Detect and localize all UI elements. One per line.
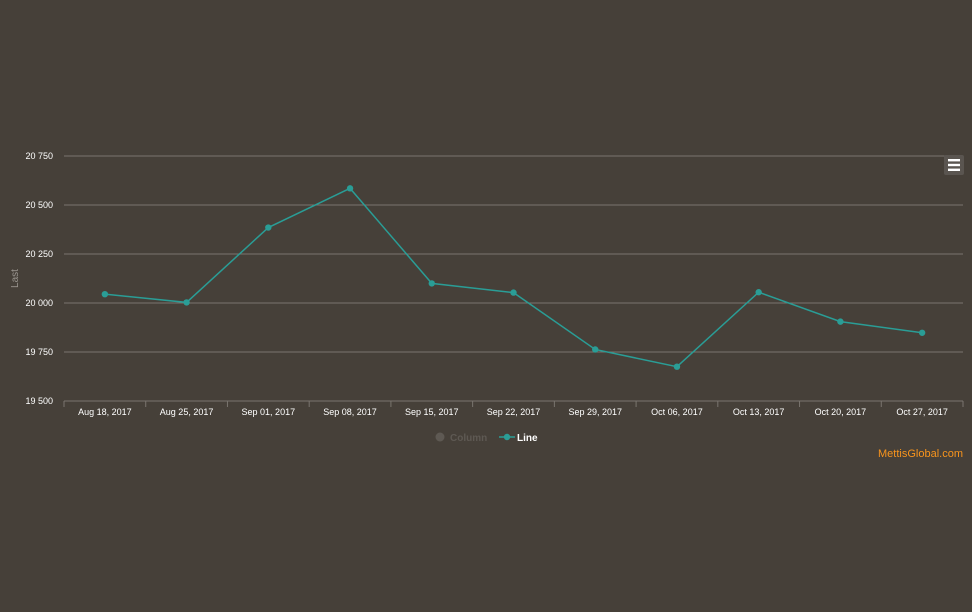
x-axis: Aug 18, 2017 Aug 25, 2017 Sep 01, 2017 Sep … xyxy=(63,401,964,417)
legend[interactable]: Column Line xyxy=(435,432,538,445)
data-point[interactable] xyxy=(346,185,354,192)
x-tick-label: Oct 20, 2017 xyxy=(815,407,867,417)
data-point[interactable] xyxy=(918,329,926,336)
series-layer xyxy=(101,185,926,370)
x-tick-label: Sep 01, 2017 xyxy=(242,407,296,417)
credits-link[interactable]: MettisGlobal.com xyxy=(878,448,963,460)
data-point[interactable] xyxy=(673,363,681,370)
x-tick-label: Sep 29, 2017 xyxy=(568,407,622,417)
y-tick-label: 20 500 xyxy=(25,200,53,210)
x-tick-label: Aug 25, 2017 xyxy=(160,407,214,417)
data-point[interactable] xyxy=(837,318,844,325)
hamburger-menu-icon[interactable] xyxy=(944,155,964,175)
data-point[interactable] xyxy=(592,346,599,353)
legend-item-column[interactable]: Column xyxy=(435,432,488,445)
data-point[interactable] xyxy=(755,289,762,296)
legend-marker xyxy=(435,432,445,442)
data-point[interactable] xyxy=(265,224,272,231)
x-tick-label: Oct 27, 2017 xyxy=(896,407,948,417)
y-tick-label: 20 250 xyxy=(25,249,53,259)
y-tick-label: 19 750 xyxy=(25,347,53,357)
legend-label: Line xyxy=(517,433,538,444)
series-line xyxy=(104,187,923,368)
y-tick-label: 20 750 xyxy=(25,151,53,161)
grid-layer xyxy=(64,155,963,402)
menu-bar-top xyxy=(948,159,960,162)
legend-item-line[interactable]: Line xyxy=(499,433,538,444)
data-point[interactable] xyxy=(101,290,109,298)
data-point[interactable] xyxy=(183,299,190,306)
x-tick-label: Sep 08, 2017 xyxy=(323,407,377,417)
y-tick-label: 20 000 xyxy=(25,298,53,308)
x-tick-label: Oct 06, 2017 xyxy=(651,407,703,417)
x-tick-label: Sep 15, 2017 xyxy=(405,407,459,417)
y-axis: 19 500 19 750 20 000 20 250 20 500 20 750 xyxy=(25,151,53,406)
y-tick-label: 19 500 xyxy=(25,396,53,406)
x-tick-label: Oct 13, 2017 xyxy=(733,407,785,417)
menu-bar-middle xyxy=(948,163,960,167)
x-tick-label: Aug 18, 2017 xyxy=(78,407,132,417)
y-axis-title: Last xyxy=(10,269,21,288)
data-point[interactable] xyxy=(510,289,517,296)
legend-marker xyxy=(503,433,511,441)
data-point[interactable] xyxy=(428,280,435,287)
legend-label: Column xyxy=(450,433,487,444)
x-tick-label: Sep 22, 2017 xyxy=(487,407,541,417)
menu-bar-bottom xyxy=(948,168,960,171)
